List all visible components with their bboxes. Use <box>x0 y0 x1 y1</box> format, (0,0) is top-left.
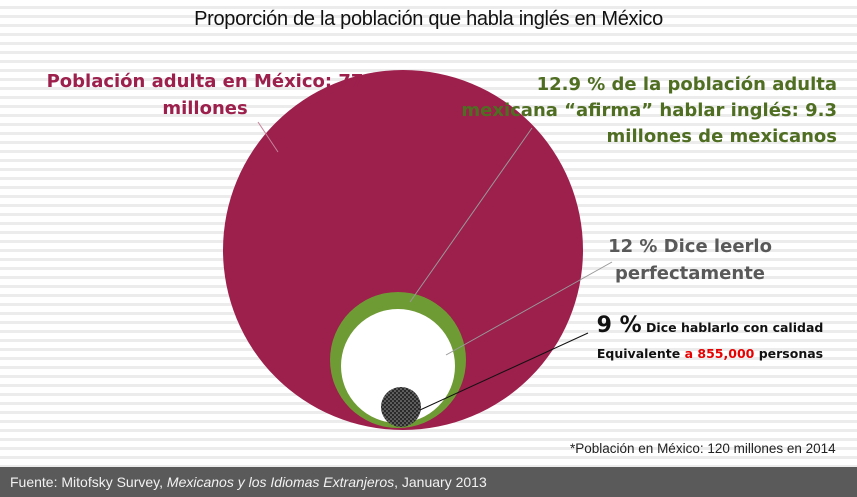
label-speaks-quality: 9 % Dice hablarlo con calidad Equivalent… <box>580 313 840 367</box>
leader-line-quality <box>419 332 589 411</box>
chart-title: Proporción de la población que habla ing… <box>194 8 663 30</box>
source-footer: Fuente: Mitofsky Survey, Mexicanos y los… <box>0 467 857 497</box>
footer-suffix: , January 2013 <box>394 474 487 490</box>
quality-percent: 9 % <box>596 313 642 338</box>
label-claims-speak: 12.9 % de la población adulta mexicana “… <box>461 74 837 147</box>
circle-adult-population <box>223 70 583 430</box>
label-adult-population: Población adulta en México: 77 millones <box>46 71 364 119</box>
population-note: *Población en México: 120 millones en 20… <box>570 441 836 456</box>
leader-line-adult <box>257 121 279 153</box>
circle-reads-perfectly <box>341 309 455 423</box>
label-reads-perfectly: 12 % Dice leerlo perfectamente <box>608 236 772 284</box>
quality-tail: personas <box>754 346 824 361</box>
leader-line-speak <box>409 127 533 303</box>
quality-text: Dice hablarlo con calidad <box>641 320 824 335</box>
quality-equiv: Equivalente <box>596 346 685 361</box>
quality-highlight: a 855,000 <box>684 346 755 361</box>
circle-speaks-quality <box>381 387 421 427</box>
footer-prefix: Fuente: Mitofsky Survey, <box>10 474 167 490</box>
leader-line-read <box>445 261 613 356</box>
footer-italic: Mexicanos y los Idiomas Extranjeros <box>166 474 395 490</box>
nested-circles-chart <box>223 70 613 430</box>
